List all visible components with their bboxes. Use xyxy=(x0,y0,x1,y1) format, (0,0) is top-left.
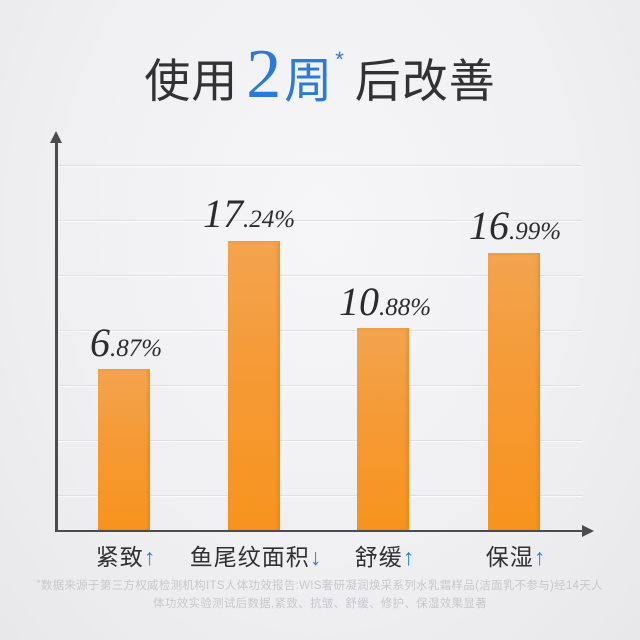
category-label-moisturizing: 保湿↑ xyxy=(486,538,547,572)
up-arrow-icon: ↑ xyxy=(143,544,157,570)
footnote-line2: 体功效实验测试后数据,紧致、抗皱、舒缓、修护、保湿效果显著 xyxy=(153,598,487,611)
value-int: 17 xyxy=(202,191,243,236)
gridline xyxy=(58,220,582,221)
value-label: 16.99% xyxy=(469,206,561,246)
down-arrow-icon: ↓ xyxy=(309,544,323,570)
value-int: 6 xyxy=(89,320,110,365)
value-label: 17.24% xyxy=(203,194,295,234)
value-int: 10 xyxy=(338,279,379,324)
bar-crows-feet xyxy=(228,241,280,530)
footnote-asterisk: * xyxy=(37,578,41,588)
value-label: 10.88% xyxy=(339,282,431,322)
value-label: 6.87% xyxy=(90,323,162,363)
category-label-crows-feet: 鱼尾纹面积↓ xyxy=(190,538,323,572)
category-label-firming: 紧致↑ xyxy=(96,538,157,572)
x-axis-line xyxy=(55,529,583,532)
category-text: 鱼尾纹面积 xyxy=(189,544,310,570)
gridline xyxy=(58,275,582,276)
footnote-line1: 数据来源于第三方权威检测机构ITS人体功效报告:WIS奢研凝润焕采系列水乳霜样品… xyxy=(40,580,603,592)
gridline xyxy=(58,165,582,166)
category-text: 舒缓 xyxy=(354,544,403,570)
category-text: 保湿 xyxy=(485,544,534,570)
category-label-soothing: 舒缓↑ xyxy=(355,538,416,572)
up-arrow-icon: ↑ xyxy=(533,544,547,570)
value-frac: .87% xyxy=(109,335,163,362)
category-text: 紧致 xyxy=(95,544,144,570)
y-axis-arrow-icon xyxy=(50,131,62,143)
bar-firming xyxy=(98,369,150,530)
gridline xyxy=(58,440,582,441)
title-number: 2 xyxy=(246,36,283,113)
x-axis-arrow-icon xyxy=(582,525,594,537)
footnote: *数据来源于第三方权威检测机构ITS人体功效报告:WIS奢研凝润焕采系列水乳霜样… xyxy=(32,577,608,614)
title-suffix: 后改善 xyxy=(354,55,496,107)
page-title: 使用 2 周 * 后改善 xyxy=(0,40,640,115)
value-int: 16 xyxy=(468,203,509,248)
value-frac: .88% xyxy=(378,294,432,321)
y-axis-line xyxy=(55,142,58,530)
title-asterisk: * xyxy=(335,47,345,72)
bar-soothing xyxy=(357,328,409,530)
up-arrow-icon: ↑ xyxy=(402,544,416,570)
bar-moisturizing xyxy=(488,253,540,530)
gridline xyxy=(58,495,582,496)
gridline xyxy=(58,330,582,331)
gridline xyxy=(58,385,582,386)
value-frac: .24% xyxy=(242,206,296,233)
title-number-unit: 周 xyxy=(284,55,334,108)
value-frac: .99% xyxy=(508,218,562,245)
title-prefix: 使用 xyxy=(144,55,239,107)
